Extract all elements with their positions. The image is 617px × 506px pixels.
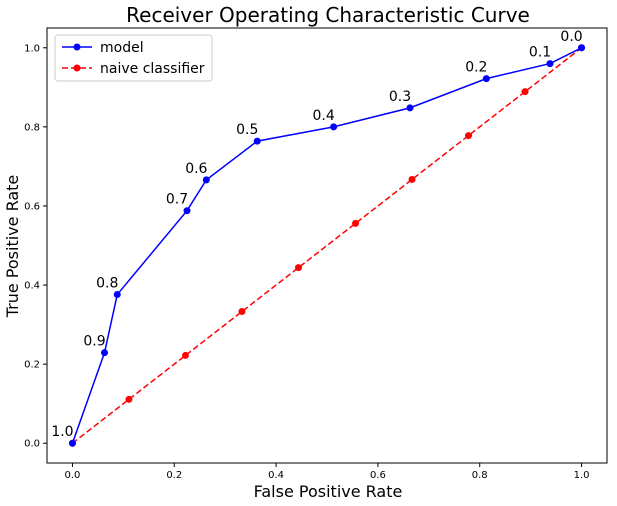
x-tick-label: 0.6	[370, 470, 386, 481]
model-point	[113, 291, 121, 299]
naive-classifier-point	[521, 88, 529, 96]
threshold-labels: 1.0 0.9 0.8 0.7 0.6 0.5 0.4 0.3 0.2 0.1 0.0	[51, 29, 582, 440]
legend-box	[54, 34, 213, 82]
model-point	[101, 349, 109, 357]
legend-marker-model	[73, 43, 81, 51]
naive-classifier-point	[408, 175, 416, 183]
threshold-label: 1.0	[51, 424, 73, 440]
model-point	[68, 439, 76, 447]
naive-classifier-point	[125, 395, 133, 403]
naive-classifier-point	[465, 132, 473, 140]
y-tick-label: 0.8	[24, 122, 40, 133]
y-tick-label: 0.2	[24, 360, 40, 371]
naive-classifier-point	[181, 351, 189, 359]
x-axis: 0.0 0.2 0.4 0.6 0.8 1.0	[65, 463, 590, 481]
threshold-label: 0.6	[185, 161, 207, 177]
x-tick-label: 0.2	[166, 470, 182, 481]
y-axis: 0.0 0.2 0.4 0.6 0.8 1.0	[24, 43, 47, 450]
threshold-label: 0.3	[389, 89, 411, 105]
model-point	[202, 176, 210, 184]
legend: model naive classifier	[54, 34, 213, 82]
y-tick-label: 0.6	[24, 201, 40, 212]
threshold-label: 0.8	[96, 276, 118, 292]
y-axis-title: True Positive Rate	[3, 175, 22, 319]
legend-label-naive-classifier: naive classifier	[100, 61, 205, 77]
chart-title: Receiver Operating Characteristic Curve	[126, 3, 530, 27]
naive-classifier-point	[294, 264, 302, 272]
x-tick-label: 0.4	[268, 470, 284, 481]
naive-classifier-point	[352, 219, 360, 227]
threshold-label: 0.5	[236, 122, 258, 138]
model-point	[546, 60, 554, 68]
threshold-label: 0.2	[465, 60, 487, 76]
series-layer	[68, 44, 586, 447]
model-point	[406, 104, 414, 112]
model-point	[482, 75, 490, 83]
model-point	[578, 44, 586, 52]
model-point	[253, 137, 261, 145]
plot-frame	[46, 27, 608, 464]
model-point	[183, 207, 191, 215]
x-tick-label: 1.0	[574, 470, 590, 481]
y-tick-label: 0.4	[24, 281, 40, 292]
y-tick-label: 0.0	[24, 439, 40, 450]
y-tick-label: 1.0	[24, 43, 40, 54]
threshold-label: 0.0	[560, 29, 582, 45]
x-axis-title: False Positive Rate	[254, 482, 403, 501]
threshold-label: 0.9	[83, 334, 105, 350]
threshold-label: 0.4	[312, 108, 334, 124]
x-tick-label: 0.0	[65, 470, 81, 481]
legend-marker-naive-classifier	[73, 64, 81, 72]
model-point	[330, 123, 338, 131]
naive-classifier-point	[238, 308, 246, 316]
legend-label-model: model	[100, 40, 144, 56]
threshold-label: 0.1	[529, 45, 551, 61]
x-tick-label: 0.8	[472, 470, 488, 481]
threshold-label: 0.7	[166, 192, 188, 208]
